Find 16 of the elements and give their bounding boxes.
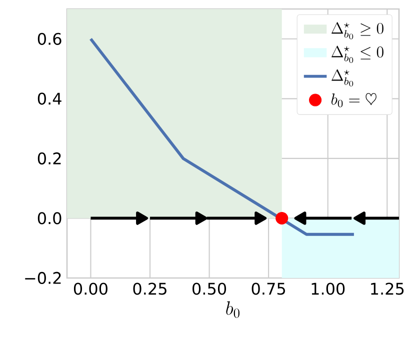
x-tick-label: 0.50 bbox=[192, 282, 226, 295]
x-tick-label: 0.00 bbox=[74, 282, 108, 295]
x-tick-label: 0.25 bbox=[133, 282, 166, 295]
legend-label: $b_0 = \heartsuit$ bbox=[332, 93, 376, 108]
legend-label: $\Delta_{b_0}^{\star}$ bbox=[332, 69, 354, 86]
y-tick-label: 0.4 bbox=[38, 92, 62, 105]
x-tick-label: 0.75 bbox=[252, 282, 285, 295]
y-tick-label: 0.2 bbox=[38, 152, 61, 164]
y-tick-label: −0.2 bbox=[25, 272, 61, 284]
y-tick-label: 0.0 bbox=[38, 212, 62, 224]
y-tick-label: 0.6 bbox=[38, 32, 62, 45]
legend-label: $\Delta_{b_0}^{\star} \geq 0$ bbox=[332, 22, 384, 40]
x-tick-label: 1.00 bbox=[312, 282, 345, 295]
x-tick-label: 1.25 bbox=[371, 282, 404, 295]
legend-label: $\Delta_{b_0}^{\star} \leq 0$ bbox=[332, 46, 384, 63]
x-axis-title: $b_0$ bbox=[226, 301, 240, 318]
